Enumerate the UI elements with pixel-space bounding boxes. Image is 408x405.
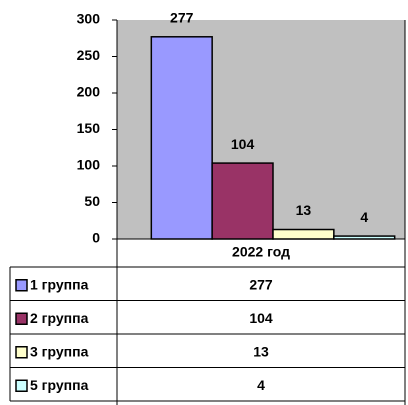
legend-label: 1 группа xyxy=(30,276,89,292)
data-label: 277 xyxy=(170,9,194,25)
data-label: 104 xyxy=(231,136,255,152)
bar xyxy=(211,162,274,240)
table-value: 104 xyxy=(249,310,273,326)
y-tick-label: 300 xyxy=(77,11,101,27)
y-tick-label: 200 xyxy=(77,84,101,100)
data-label: 13 xyxy=(296,202,312,218)
y-tick-label: 50 xyxy=(84,193,100,209)
data-label: 4 xyxy=(360,209,368,225)
legend-key xyxy=(15,346,28,359)
table-value: 277 xyxy=(249,276,273,292)
legend-key xyxy=(15,279,28,292)
x-tick-label: 2022 год xyxy=(232,244,290,260)
legend-label: 5 группа xyxy=(30,377,89,393)
y-tick-label: 250 xyxy=(77,47,101,63)
bar xyxy=(272,228,335,240)
legend-key xyxy=(15,312,28,325)
y-tick-label: 0 xyxy=(92,230,100,246)
table-value: 13 xyxy=(253,343,269,359)
y-tick-label: 150 xyxy=(77,120,101,136)
bar xyxy=(150,36,213,240)
y-tick-label: 100 xyxy=(77,157,101,173)
legend-key xyxy=(15,379,28,392)
legend-label: 3 группа xyxy=(30,343,89,359)
table-value: 4 xyxy=(257,377,265,393)
legend-label: 2 группа xyxy=(30,310,89,326)
